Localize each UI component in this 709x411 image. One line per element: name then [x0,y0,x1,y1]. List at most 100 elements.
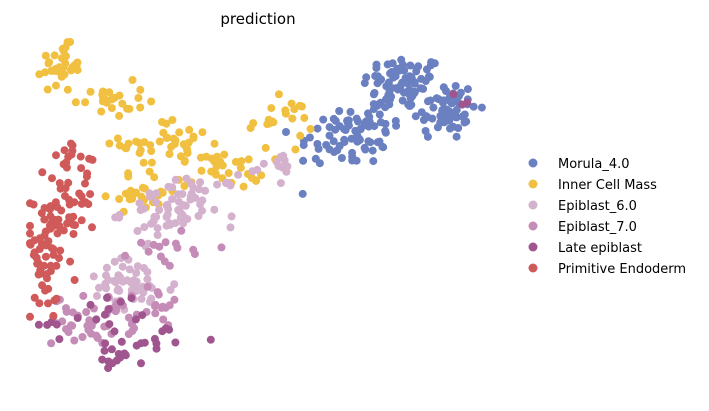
scatter-point [469,102,478,111]
scatter-point [104,305,113,314]
scatter-point [353,137,362,146]
scatter-point [127,285,136,294]
legend-marker [528,200,538,210]
scatter-point [348,156,357,165]
scatter-point [121,351,130,360]
scatter-point [405,72,414,81]
scatter-point [430,59,439,68]
scatter-point [76,152,85,161]
scatter-point [360,143,369,152]
scatter-point [173,243,182,252]
scatter-point [288,114,297,123]
scatter-point [81,179,89,188]
scatter-point [101,339,110,348]
scatter-point [107,345,116,354]
scatter-point [299,156,308,165]
scatter-point [224,169,233,178]
scatter-point [360,79,369,88]
scatter-point [291,145,300,154]
scatter-point [34,258,43,267]
scatter-point [343,118,352,127]
scatter-point [26,312,34,321]
scatter-point [460,110,469,119]
scatter-point [391,72,400,81]
scatter-point [463,85,472,94]
scatter-point [186,179,195,188]
scatter-point [325,131,334,140]
scatter-point [50,296,59,305]
scatter-point [57,72,66,81]
scatter-point [158,302,167,311]
scatter-point [121,143,130,152]
scatter-point [86,87,95,96]
scatter-point [110,327,119,336]
scatter-point [372,60,381,69]
scatter-point [156,252,165,261]
scatter-point [168,116,177,124]
scatter-point [86,300,95,309]
scatter-point [67,321,75,330]
scatter-point [196,178,205,187]
scatter-point [189,245,198,254]
scatter-point [399,88,408,97]
scatter-point [26,239,34,248]
scatter-point [132,341,141,350]
scatter-point [54,215,63,224]
scatter-point [110,277,119,285]
scatter-point [43,85,52,94]
scatter-point [259,159,268,168]
scatter-point [207,154,216,163]
legend-marker [528,263,538,273]
scatter-point [45,58,54,67]
scatter-point [48,174,56,183]
scatter-point [153,231,162,240]
scatter-point [124,169,133,178]
scatter-point [102,271,110,280]
scatter-point [159,128,168,137]
legend-label: Epiblast_6.0 [558,199,637,214]
scatter-point [391,117,400,125]
scatter-point [239,182,248,191]
scatter-point [79,291,88,300]
scatter-point [234,170,243,179]
scatter-point [210,205,219,214]
scatter-point [458,100,467,109]
legend-label: Primitive Endoderm [558,262,686,277]
scatter-point [298,189,307,198]
scatter-point [42,241,51,250]
legend-label: Morula_4.0 [558,157,630,172]
scatter-point [84,200,93,209]
scatter-point [139,158,148,167]
legend: Morula_4.0 Inner Cell Mass Epiblast_6.0 Epi… [528,157,686,277]
scatter-point [70,276,79,284]
scatter-point [206,335,215,344]
scatter-point [126,187,135,196]
series-late-epiblast [34,90,472,373]
legend-marker [528,179,538,189]
scatter-point [280,156,289,165]
scatter-point [335,122,344,131]
scatter-point [153,224,162,233]
scatter-point [165,301,174,310]
scatter-point [329,137,338,146]
scatter-point [98,355,107,364]
scatter-point [368,146,377,155]
scatter-point [55,335,64,344]
scatter-point [62,307,71,316]
scatter-point [75,189,84,198]
scatter-point [125,195,134,204]
scatter-point [46,202,55,211]
scatter-point [77,216,86,225]
scatter-point [375,110,384,119]
scatter-point [140,138,149,147]
scatter-point [136,85,145,94]
scatter-point [113,134,122,143]
scatter-point [101,192,110,201]
scatter-point [150,334,159,343]
scatter-point [385,100,394,109]
scatter-point [139,264,148,272]
scatter-point [118,262,127,271]
scatter-point [61,192,69,200]
scatter-point [115,91,124,100]
scatter-point [82,308,91,316]
